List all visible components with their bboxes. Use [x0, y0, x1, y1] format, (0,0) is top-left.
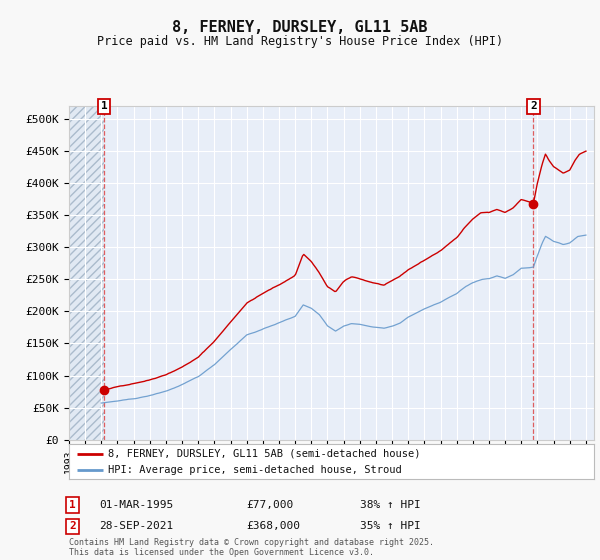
Text: 8, FERNEY, DURSLEY, GL11 5AB (semi-detached house): 8, FERNEY, DURSLEY, GL11 5AB (semi-detac…: [109, 449, 421, 459]
Text: 2: 2: [530, 101, 537, 111]
Text: 38% ↑ HPI: 38% ↑ HPI: [360, 500, 421, 510]
Bar: [69, 106, 104, 440]
Text: 2: 2: [69, 521, 76, 531]
Text: HPI: Average price, semi-detached house, Stroud: HPI: Average price, semi-detached house,…: [109, 465, 402, 475]
Text: 35% ↑ HPI: 35% ↑ HPI: [360, 521, 421, 531]
Text: £77,000: £77,000: [246, 500, 293, 510]
Text: £368,000: £368,000: [246, 521, 300, 531]
Bar: [69, 106, 104, 440]
Text: Contains HM Land Registry data © Crown copyright and database right 2025.
This d: Contains HM Land Registry data © Crown c…: [69, 538, 434, 557]
Text: 1: 1: [69, 500, 76, 510]
Text: 28-SEP-2021: 28-SEP-2021: [99, 521, 173, 531]
Bar: [69, 106, 104, 440]
Text: 8, FERNEY, DURSLEY, GL11 5AB: 8, FERNEY, DURSLEY, GL11 5AB: [172, 20, 428, 35]
Text: 1: 1: [101, 101, 107, 111]
Text: Price paid vs. HM Land Registry's House Price Index (HPI): Price paid vs. HM Land Registry's House …: [97, 35, 503, 48]
Text: 01-MAR-1995: 01-MAR-1995: [99, 500, 173, 510]
